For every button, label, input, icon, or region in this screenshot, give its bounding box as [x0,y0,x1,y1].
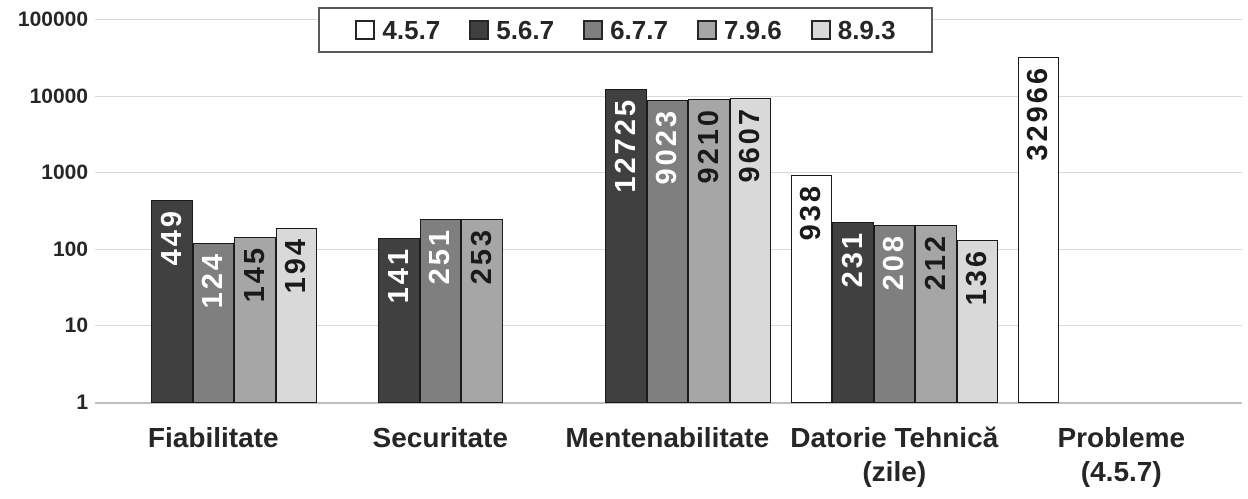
legend-swatch-icon [696,20,717,40]
bar-value-label: 9023 [651,108,684,185]
category-label-0: Fiabilitate [147,422,279,453]
y-tick-label: 10 [64,314,88,338]
legend-label: 5.6.7 [496,15,555,45]
bar-value-label: 136 [961,247,994,305]
category-label-2: Mentenabilitate [565,422,770,453]
bar-value-label: 251 [424,227,457,285]
category-label-4: Probleme (4.5.7) [1057,422,1186,487]
bar-value-label: 141 [382,246,415,304]
bar-value-label: 212 [919,232,952,291]
bar-4.5.7-3: 938 [790,175,832,403]
bar-7.9.6-3: 212 [915,224,957,403]
bar-7.9.6-2: 9210 [688,99,730,403]
bar-6.7.7-2: 9023 [646,100,688,403]
y-tick-label: 1 [76,391,88,414]
legend-label: 7.9.6 [723,15,782,45]
bar-7.9.6-1: 253 [461,218,503,403]
legend: 4.5.7 5.6.7 6.7.7 7.9.6 8.9.3 [318,7,933,53]
y-tick-label: 1000 [41,161,88,185]
x-axis-line [95,402,1242,404]
legend-item-5.6.7: 5.6.7 [469,17,554,43]
bar-6.7.7-0: 124 [192,242,234,403]
bar-value-label: 124 [197,250,230,309]
bar-5.6.7-2: 12725 [605,88,647,403]
legend-swatch-icon [810,20,831,40]
legend-label: 4.5.7 [382,15,441,45]
bar-5.6.7-3: 231 [832,221,874,403]
bar-value-label: 145 [238,245,271,303]
bar-5.6.7-1: 141 [378,238,420,403]
y-tick-label: 10000 [29,84,88,108]
category-label-1: Securitate [372,422,508,453]
legend-label: 8.9.3 [837,15,896,45]
bar-6.7.7-3: 208 [873,225,915,403]
legend-label: 6.7.7 [610,15,668,45]
bar-4.5.7-4: 32966 [1017,56,1059,403]
bar-6.7.7-1: 251 [419,219,461,403]
legend-swatch-icon [355,20,376,40]
legend-item-8.9.3: 8.9.3 [810,15,896,45]
bar-value-label: 231 [836,229,869,288]
legend-swatch-icon [469,20,490,40]
bar-8.9.3-2: 9607 [729,97,771,403]
bar-value-label: 32966 [1022,64,1055,161]
category-label-3: Datorie Tehnică (zile) [790,422,999,487]
bar-8.9.3-3: 136 [956,239,998,403]
legend-swatch-icon [583,20,604,40]
bar-5.6.7-0: 449 [151,199,193,403]
gridline [95,95,1242,97]
legend-item-4.5.7: 4.5.7 [355,17,440,43]
legend-item-6.7.7: 6.7.7 [583,17,668,43]
bar-value-label: 208 [878,233,911,291]
legend-item-7.9.6: 7.9.6 [696,15,782,45]
bar-value-label: 194 [280,235,313,294]
y-tick-label: 100 [52,237,88,261]
bar-value-label: 449 [155,207,188,266]
bar-value-label: 938 [795,183,828,241]
bar-value-label: 12725 [609,96,642,193]
bar-8.9.3-0: 194 [275,227,317,403]
y-tick-label: 100000 [17,8,88,31]
bar-value-label: 9607 [734,105,767,183]
bar-value-label: 9210 [692,107,725,184]
bar-value-label: 253 [465,226,498,285]
bar-7.9.6-0: 145 [234,237,276,403]
